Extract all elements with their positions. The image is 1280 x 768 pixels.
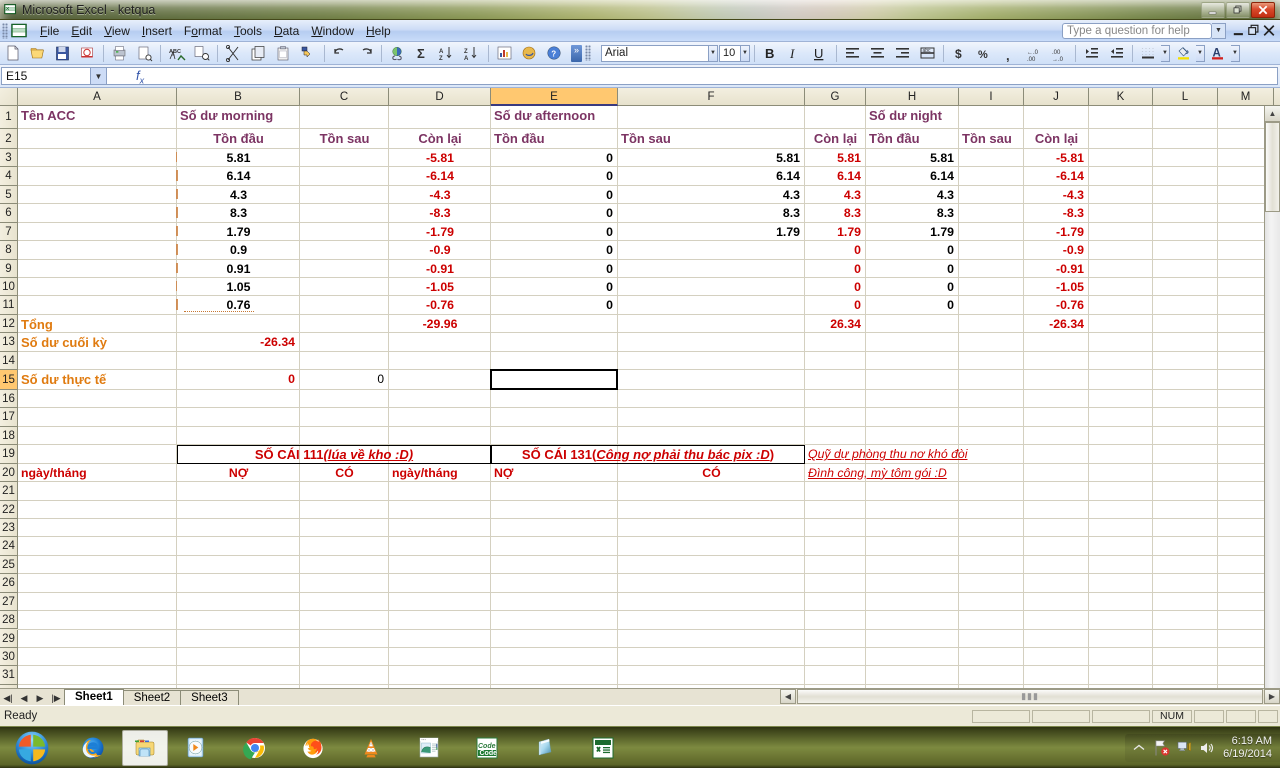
svg-text:,: ,	[1006, 48, 1010, 62]
svg-text:A: A	[439, 49, 444, 55]
svg-text:U: U	[814, 46, 823, 61]
svg-text:$: $	[955, 47, 962, 61]
svg-text:%: %	[978, 49, 988, 61]
svg-text:abc: abc	[922, 48, 931, 54]
svg-text:I: I	[789, 46, 795, 61]
svg-text:Z: Z	[464, 49, 468, 55]
svg-text:Σ: Σ	[417, 46, 425, 61]
svg-text:Code: Code	[478, 743, 496, 750]
svg-text:←.0: ←.0	[1027, 50, 1039, 56]
svg-text:Z: Z	[439, 56, 443, 62]
svg-text:B: B	[765, 46, 774, 61]
svg-text:A: A	[464, 56, 469, 62]
svg-text:?: ?	[551, 49, 556, 58]
svg-text:ABC: ABC	[169, 49, 181, 55]
svg-text:→.0: →.0	[1052, 57, 1064, 62]
svg-text:Code: Code	[480, 750, 498, 757]
svg-text:.00: .00	[1027, 57, 1036, 62]
svg-text:.00: .00	[1052, 50, 1061, 56]
